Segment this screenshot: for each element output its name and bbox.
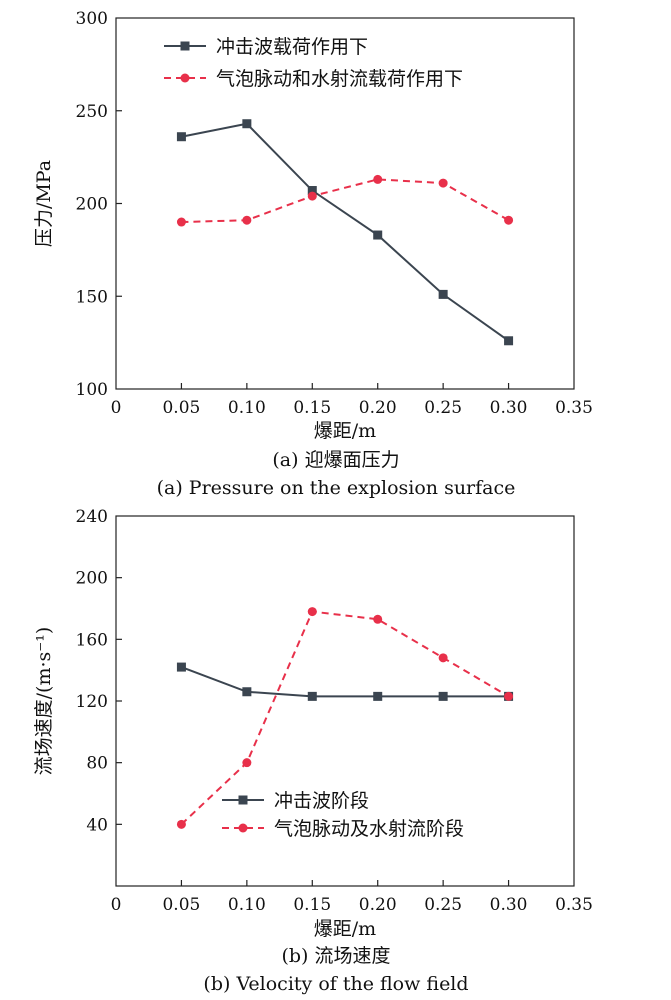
x-tick-label: 0 [111,895,122,915]
series-2-point [504,691,514,701]
caption-en: (b) Velocity of the flow field [203,973,468,995]
series-2-point [307,607,317,617]
y-tick-label: 240 [76,507,108,527]
series-2-point [373,174,383,184]
x-tick-label: 0.20 [359,398,397,418]
legend-marker-1 [180,41,190,51]
y-tick-label: 160 [76,630,108,650]
x-tick-label: 0.30 [490,398,528,418]
x-tick-label: 0.05 [162,895,200,915]
x-tick-label: 0.25 [424,398,462,418]
series-2-point [176,819,186,829]
legend-label-2: 气泡脉动及水射流阶段 [274,818,464,840]
series-line-2 [180,610,510,826]
y-tick-label: 100 [76,380,108,400]
series-1-point [373,691,383,701]
series-1-point [242,119,252,129]
x-tick-label: 0.10 [228,398,266,418]
y-tick-label: 300 [76,9,108,29]
legend-marker-2 [180,73,190,83]
x-tick-label: 0.35 [555,398,593,418]
series-1-point [438,289,448,299]
y-tick-label: 200 [76,195,108,215]
series-1-point [504,336,514,346]
chart-velocity: 0 0.05 0.10 0.15 0.20 0.25 0.30 0.35 40 80 120 160 2… [33,507,593,995]
series-1-point [242,687,252,697]
series-2-point [373,614,383,624]
x-tick-label: 0.20 [359,895,397,915]
x-axis-label: 爆距/m [314,918,376,940]
legend-marker-2 [238,823,248,833]
y-tick-label: 40 [86,815,108,835]
legend-label-1: 冲击波阶段 [274,790,369,812]
caption-en: (a) Pressure on the explosion surface [157,477,516,499]
series-1-point [438,691,448,701]
series-1-point [307,186,317,196]
series-1-point [307,691,317,701]
series-2-point [504,215,514,225]
legend-label-1: 冲击波载荷作用下 [216,36,368,58]
series-1-point [176,132,186,142]
series-2-point [438,653,448,663]
y-tick-label: 80 [86,754,108,774]
x-tick-label: 0.25 [424,895,462,915]
x-tick-label: 0.15 [293,398,331,418]
x-tick-label: 0.15 [293,895,331,915]
series-2-point [307,191,317,201]
y-axis-label: 压力/MPa [33,160,55,247]
x-tick-label: 0.35 [555,895,593,915]
y-tick-label: 120 [76,692,108,712]
series-2-point [438,178,448,188]
x-tick-label: 0.30 [490,895,528,915]
x-axis-label: 爆距/m [314,420,376,442]
x-tick-label: 0.05 [162,398,200,418]
chart-pressure: 0 0.05 0.10 0.15 0.20 0.25 0.30 0.35 100 150 200 25… [33,9,593,499]
y-tick-label: 250 [76,102,108,122]
y-tick-label: 200 [76,569,108,589]
caption-cn: (a) 迎爆面压力 [272,449,399,471]
caption-cn: (b) 流场速度 [281,945,390,967]
series-line-2 [181,178,510,224]
series-1-point [373,230,383,240]
series-line-1 [181,122,510,342]
series-2-point [176,217,186,227]
x-tick-label: 0 [111,398,122,418]
y-axis-label: 流场速度/(m·s⁻¹) [33,627,55,776]
series-2-point [242,215,252,225]
series-line-1 [181,666,509,698]
legend-label-2: 气泡脉动和水射流载荷作用下 [216,68,463,90]
legend-marker-1 [238,795,248,805]
x-tick-label: 0.10 [228,895,266,915]
series-2-point [242,758,252,768]
series-1-point [176,662,186,672]
y-tick-label: 150 [76,287,108,307]
